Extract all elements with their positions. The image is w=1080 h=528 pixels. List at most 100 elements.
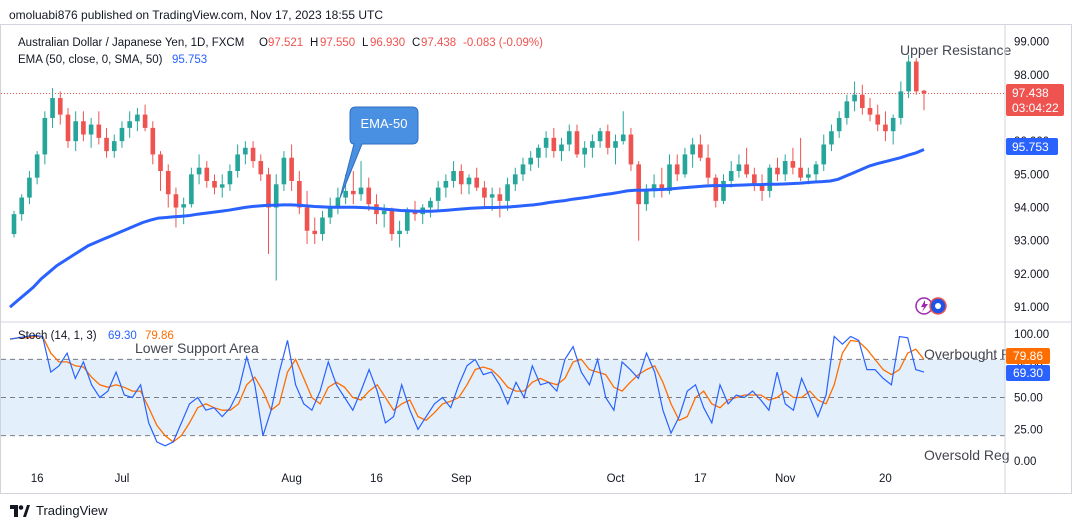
candle-body bbox=[543, 137, 549, 148]
ema-callout[interactable]: EMA-50 bbox=[339, 106, 419, 199]
legend-high-label: H bbox=[310, 37, 318, 49]
time-axis[interactable]: 16 Jul Aug 16 Sep Oct 17 Nov 20 bbox=[31, 473, 892, 485]
candle-body bbox=[520, 164, 526, 175]
legend-high: 97.550 bbox=[320, 37, 355, 49]
candle-body bbox=[474, 177, 480, 188]
candle-body bbox=[752, 174, 757, 185]
candle-body bbox=[327, 207, 333, 218]
lower-support-label: Lower Support Area bbox=[135, 340, 259, 356]
candle-body bbox=[258, 161, 264, 175]
candle-body bbox=[428, 200, 433, 208]
legend-open-label: O bbox=[259, 37, 268, 49]
overbought-label: Overbought R bbox=[924, 346, 1011, 362]
candle-body bbox=[844, 101, 850, 118]
candle-body bbox=[713, 177, 719, 201]
legend-symbol: Australian Dollar / Japanese Yen, 1D, FX… bbox=[18, 37, 244, 49]
price-tick-label: 94.000 bbox=[1014, 203, 1049, 215]
candle-body bbox=[536, 147, 541, 158]
event-icons[interactable] bbox=[915, 297, 947, 315]
candle-body bbox=[867, 107, 873, 115]
candle-body bbox=[366, 187, 372, 205]
candles-group bbox=[11, 54, 927, 281]
ema-callout-text: EMA-50 bbox=[361, 116, 408, 131]
stoch-tick-label: 50.00 bbox=[1014, 393, 1043, 405]
time-tick-label: Jul bbox=[115, 473, 130, 485]
candle-body bbox=[759, 184, 765, 191]
candle-body bbox=[19, 197, 25, 215]
legend-low-label: L bbox=[362, 37, 369, 49]
price-tick-label: 98.000 bbox=[1014, 70, 1049, 82]
candle-body bbox=[73, 121, 79, 142]
candle-body bbox=[150, 127, 156, 155]
candle-body bbox=[667, 164, 672, 191]
candle-body bbox=[111, 141, 117, 152]
candle-body bbox=[289, 157, 294, 181]
last-price-tag: 97.438 03:04:22 bbox=[1006, 84, 1064, 116]
candle-body bbox=[358, 187, 364, 195]
candle-body bbox=[906, 61, 911, 92]
candle-body bbox=[104, 137, 109, 152]
upper-resistance-label: Upper Resistance bbox=[900, 42, 1011, 58]
legend-low: 96.930 bbox=[370, 37, 405, 49]
time-tick-label: 16 bbox=[370, 473, 383, 485]
candle-body bbox=[659, 184, 665, 191]
candle-body bbox=[559, 144, 564, 152]
stoch-d-tag-value: 79.86 bbox=[1013, 349, 1043, 363]
candle-body bbox=[235, 154, 240, 172]
candle-body bbox=[466, 177, 472, 185]
legend-stoch-k: 69.30 bbox=[108, 330, 137, 342]
candle-body bbox=[551, 137, 557, 152]
candle-body bbox=[698, 144, 703, 158]
stoch-tick-label: 100.00 bbox=[1014, 329, 1049, 341]
candle-body bbox=[196, 167, 202, 175]
candle-body bbox=[806, 174, 811, 178]
candle-body bbox=[266, 174, 271, 208]
tradingview-logo-icon bbox=[10, 504, 30, 517]
candle-body bbox=[127, 121, 132, 128]
candle-body bbox=[135, 114, 140, 122]
legend-close: 97.438 bbox=[421, 37, 456, 49]
price-axis[interactable]: 91.00092.00093.00094.00095.00096.00097.0… bbox=[1014, 37, 1049, 314]
ema-callout-bubble bbox=[339, 106, 419, 199]
candle-body bbox=[582, 147, 587, 155]
candle-body bbox=[142, 114, 148, 128]
candle-body bbox=[320, 217, 325, 235]
candle-body bbox=[482, 187, 487, 198]
candle-body bbox=[744, 164, 749, 175]
stoch-k-tag: 69.30 bbox=[1006, 365, 1050, 381]
candle-body bbox=[782, 161, 788, 175]
ema-price-value: 95.753 bbox=[1012, 140, 1049, 154]
candle-body bbox=[605, 131, 611, 148]
price-tick-label: 93.000 bbox=[1014, 236, 1049, 248]
candle-body bbox=[628, 134, 634, 165]
publisher-header: omoluabi876 published on TradingView.com… bbox=[9, 8, 384, 22]
candle-body bbox=[458, 171, 464, 185]
candle-body bbox=[212, 180, 217, 188]
candle-body bbox=[243, 147, 248, 155]
candle-body bbox=[512, 174, 518, 185]
candle-body bbox=[443, 180, 449, 188]
footer-brand[interactable]: TradingView bbox=[10, 503, 108, 518]
time-tick-label: Oct bbox=[607, 473, 626, 485]
lightning-icon bbox=[921, 300, 928, 312]
legend-stoch-d: 79.86 bbox=[145, 330, 174, 342]
candle-body bbox=[597, 131, 603, 142]
candle-body bbox=[883, 124, 888, 132]
candle-body bbox=[644, 190, 649, 205]
candle-body bbox=[829, 131, 834, 145]
stoch-k-line bbox=[9, 334, 925, 447]
candle-body bbox=[489, 194, 495, 198]
candle-body bbox=[505, 184, 510, 201]
candle-body bbox=[705, 157, 711, 178]
candle-body bbox=[404, 210, 410, 231]
ema-50-line bbox=[9, 148, 925, 309]
candle-body bbox=[204, 167, 210, 181]
candle-body bbox=[636, 164, 641, 205]
candle-body bbox=[497, 194, 503, 201]
candle-body bbox=[852, 94, 857, 102]
candle-body bbox=[281, 157, 287, 185]
candle-body bbox=[335, 197, 341, 208]
candle-body bbox=[304, 207, 310, 231]
candle-body bbox=[875, 114, 881, 125]
